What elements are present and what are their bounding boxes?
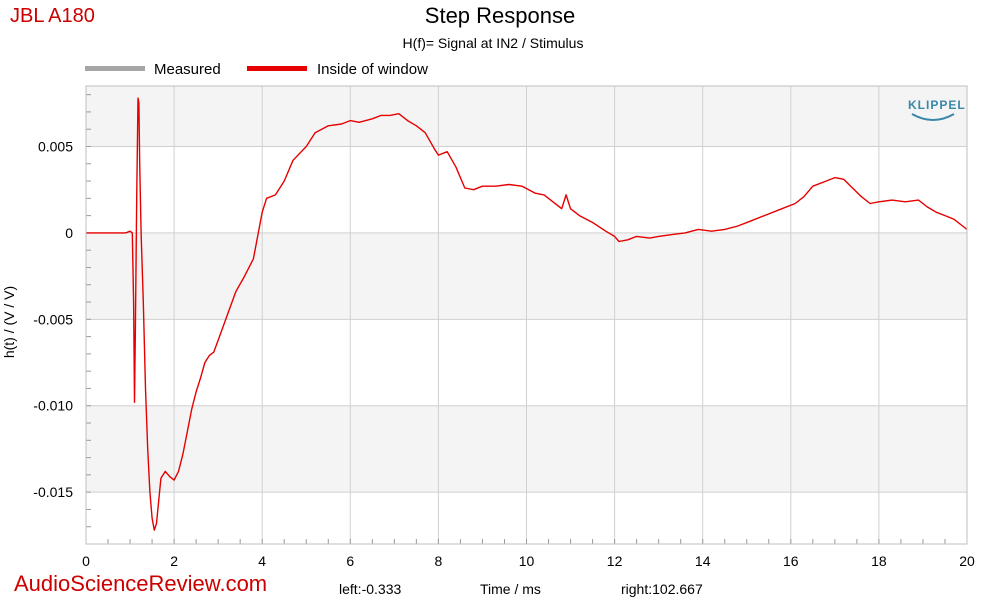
window-right-marker: right:102.667: [621, 581, 703, 597]
y-tick-label: 0.005: [38, 138, 73, 154]
y-axis-label: h(t) / (V / V): [1, 286, 17, 358]
klippel-logo-text: KLIPPEL: [908, 98, 966, 112]
minor-ticks: [85, 94, 968, 545]
legend-label-measured: Measured: [154, 61, 221, 78]
window-left-marker: left:-0.333: [339, 581, 401, 597]
series-layer: [86, 97, 968, 531]
legend: Measured Inside of window: [85, 61, 428, 78]
klippel-logo: KLIPPEL: [908, 98, 966, 121]
legend-swatch-measured: [85, 66, 145, 71]
x-tick-labels: 0 2 4 6 8 10 12 14 16 18 20: [82, 553, 975, 569]
x-tick-label: 8: [435, 553, 443, 569]
chart-subtitle: H(f)= Signal at IN2 / Stimulus: [403, 35, 584, 51]
y-tick-label: 0: [65, 225, 73, 241]
x-tick-label: 4: [258, 553, 266, 569]
x-axis-label: Time / ms: [480, 581, 541, 597]
y-tick-labels: 0.005 0 -0.005 -0.010 -0.015: [33, 138, 73, 500]
x-tick-label: 14: [695, 553, 711, 569]
plot-frame: [85, 85, 968, 545]
series-line-inside-window: [86, 97, 968, 531]
x-tick-label: 6: [346, 553, 354, 569]
x-tick-label: 0: [82, 553, 90, 569]
x-tick-label: 12: [607, 553, 623, 569]
y-tick-label: -0.005: [33, 311, 73, 327]
legend-label-inside-window: Inside of window: [317, 61, 428, 78]
x-tick-label: 16: [783, 553, 799, 569]
brand-label: JBL A180: [10, 5, 95, 27]
x-tick-label: 20: [959, 553, 975, 569]
asr-watermark: AudioScienceReview.com: [14, 571, 267, 596]
y-tick-label: -0.015: [33, 484, 73, 500]
x-tick-label: 2: [170, 553, 178, 569]
x-tick-label: 18: [871, 553, 887, 569]
chart-title: Step Response: [425, 3, 575, 28]
x-tick-label: 10: [519, 553, 535, 569]
legend-swatch-inside-window: [247, 66, 307, 71]
klippel-logo-arc: [911, 113, 955, 121]
y-tick-label: -0.010: [33, 398, 73, 414]
